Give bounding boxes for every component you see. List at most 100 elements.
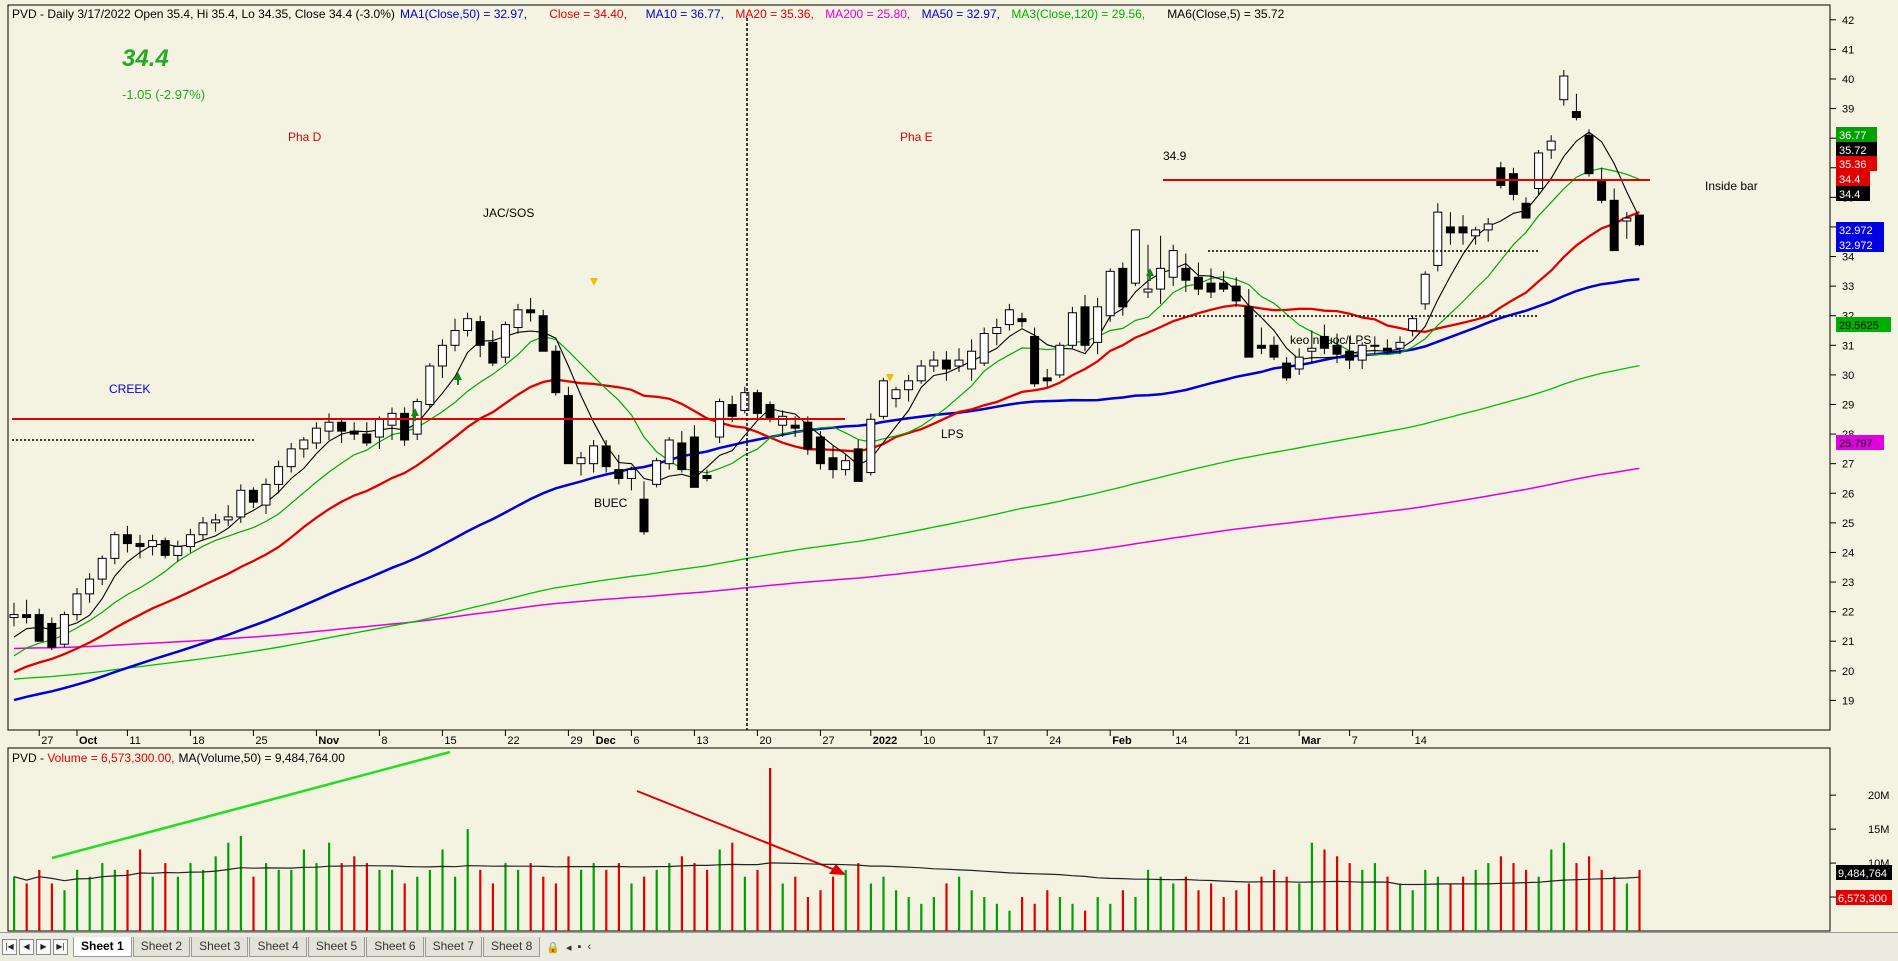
volume-bar [542, 876, 545, 931]
ticker-line: PVD - Daily 3/17/2022 Open 35.4, Hi 35.4… [12, 7, 395, 21]
date-tick-label: 7 [1352, 735, 1358, 747]
sheet-tabs: Sheet 1 Sheet 2 Sheet 3 Sheet 4 Sheet 5 Sheet… [72, 937, 541, 957]
level-349-label: 34.9 [1163, 149, 1187, 163]
volume-bar [1361, 869, 1364, 931]
volume-bar [1537, 876, 1540, 931]
candle [9, 602, 19, 627]
candle [1445, 212, 1455, 245]
candle [866, 413, 876, 476]
volume-bar [1550, 849, 1553, 931]
scroll-left-icon[interactable]: ‹ [587, 941, 592, 953]
sheet-tab[interactable]: Sheet 6 [366, 937, 424, 957]
volume-bar [1008, 910, 1011, 931]
volume-bar [995, 903, 998, 931]
volume-bar [252, 876, 255, 931]
price-tick-label: 42 [1842, 15, 1854, 27]
candle [1118, 262, 1128, 316]
sheet-tab[interactable]: Sheet 3 [191, 937, 249, 957]
sheet-tab[interactable]: Sheet 8 [482, 937, 541, 957]
volume-bar [920, 903, 923, 931]
volume-ma-line [13, 862, 1640, 886]
candle [1534, 150, 1544, 195]
candle [85, 573, 95, 603]
volume-bar [353, 856, 356, 931]
volume-bar [794, 876, 797, 931]
volume-bar [945, 883, 948, 931]
candle [500, 321, 510, 364]
date-tick-label: 8 [381, 735, 387, 747]
prev-sheet-button[interactable]: ◀ [19, 939, 34, 955]
candle [1017, 312, 1027, 328]
candle [992, 318, 1002, 346]
candle [715, 398, 725, 443]
volume-bar [491, 883, 494, 931]
volume-bar [1638, 869, 1641, 931]
price-tick-label: 23 [1842, 577, 1854, 589]
ma-legend-item: MA200 = 25.80, [825, 7, 910, 21]
candle [652, 457, 662, 488]
first-sheet-button[interactable]: |◀ [2, 939, 17, 955]
volume-bar [1134, 897, 1137, 931]
volume-bar [1562, 842, 1565, 931]
volume-bar [655, 869, 658, 931]
sheet-tab[interactable]: Sheet 1 [73, 937, 132, 957]
sheet-tab[interactable]: Sheet 7 [424, 937, 482, 957]
candle [551, 345, 561, 396]
buec-label: BUEC [594, 496, 628, 510]
volume-bar [1247, 883, 1250, 931]
volume-bar [592, 863, 595, 931]
candle [1395, 336, 1405, 355]
volume-bar [554, 883, 557, 931]
volume-bar [857, 863, 860, 931]
candle [475, 315, 485, 358]
price-badge: 35.36 [1836, 156, 1877, 171]
candle [173, 540, 183, 562]
date-tick-label: 27 [41, 735, 53, 747]
volume-bars [13, 768, 1641, 931]
svg-text:PVD - Volume = 6,573,300.00,MA: PVD - Volume = 6,573,300.00, MA(Volume,50… [12, 751, 345, 765]
price-tick-label: 34 [1842, 252, 1854, 264]
volume-bar [769, 768, 772, 931]
candle [148, 534, 158, 556]
volume-bar [1285, 876, 1288, 931]
volume-bar [781, 883, 784, 931]
volume-badges: 9,484,764 6,573,300 [1836, 865, 1892, 905]
volume-bar [605, 869, 608, 931]
candle [626, 466, 636, 491]
close-icon[interactable]: ▪ [577, 941, 582, 953]
last-sheet-button[interactable]: ▶| [53, 939, 68, 955]
sheet-tab[interactable]: Sheet 5 [307, 937, 366, 957]
lps-label: LPS [941, 427, 964, 441]
price-badge: 34.4 [1836, 186, 1870, 201]
volume-bar [693, 863, 696, 931]
sheet-tab[interactable]: Sheet 4 [249, 937, 307, 957]
candle [979, 327, 989, 367]
volume-bar [340, 863, 343, 931]
candle [904, 374, 914, 402]
sheet-tab[interactable]: Sheet 2 [132, 937, 191, 957]
dropdown-icon[interactable]: ◂ [566, 941, 572, 954]
buy-signal-stem [1149, 276, 1151, 281]
candle [362, 422, 372, 446]
volume-bar [1210, 883, 1213, 931]
next-sheet-button[interactable]: ▶ [36, 939, 51, 955]
candle [286, 442, 296, 473]
candle [702, 469, 712, 482]
candle [916, 360, 926, 384]
candle [185, 528, 195, 553]
volume-bar [1172, 883, 1175, 931]
candle [400, 407, 410, 446]
candle [1307, 330, 1317, 364]
volume-value: Volume = 6,573,300.00, [47, 751, 174, 765]
volume-bar [113, 869, 116, 931]
volume-bar [1411, 890, 1414, 931]
lock-icon[interactable]: 🔒 [546, 941, 561, 954]
candle [1156, 235, 1166, 304]
date-tick-label: 14 [1415, 735, 1427, 747]
candle [1093, 297, 1103, 355]
keo-nguoc-lps-label: keo nguoc/LPS [1290, 333, 1371, 347]
candle [72, 587, 82, 621]
candle [160, 537, 170, 559]
price-volume-chart[interactable]: PVD - Daily 3/17/2022 Open 35.4, Hi 35.4… [0, 0, 1898, 932]
buy-signal-icon [411, 408, 419, 416]
